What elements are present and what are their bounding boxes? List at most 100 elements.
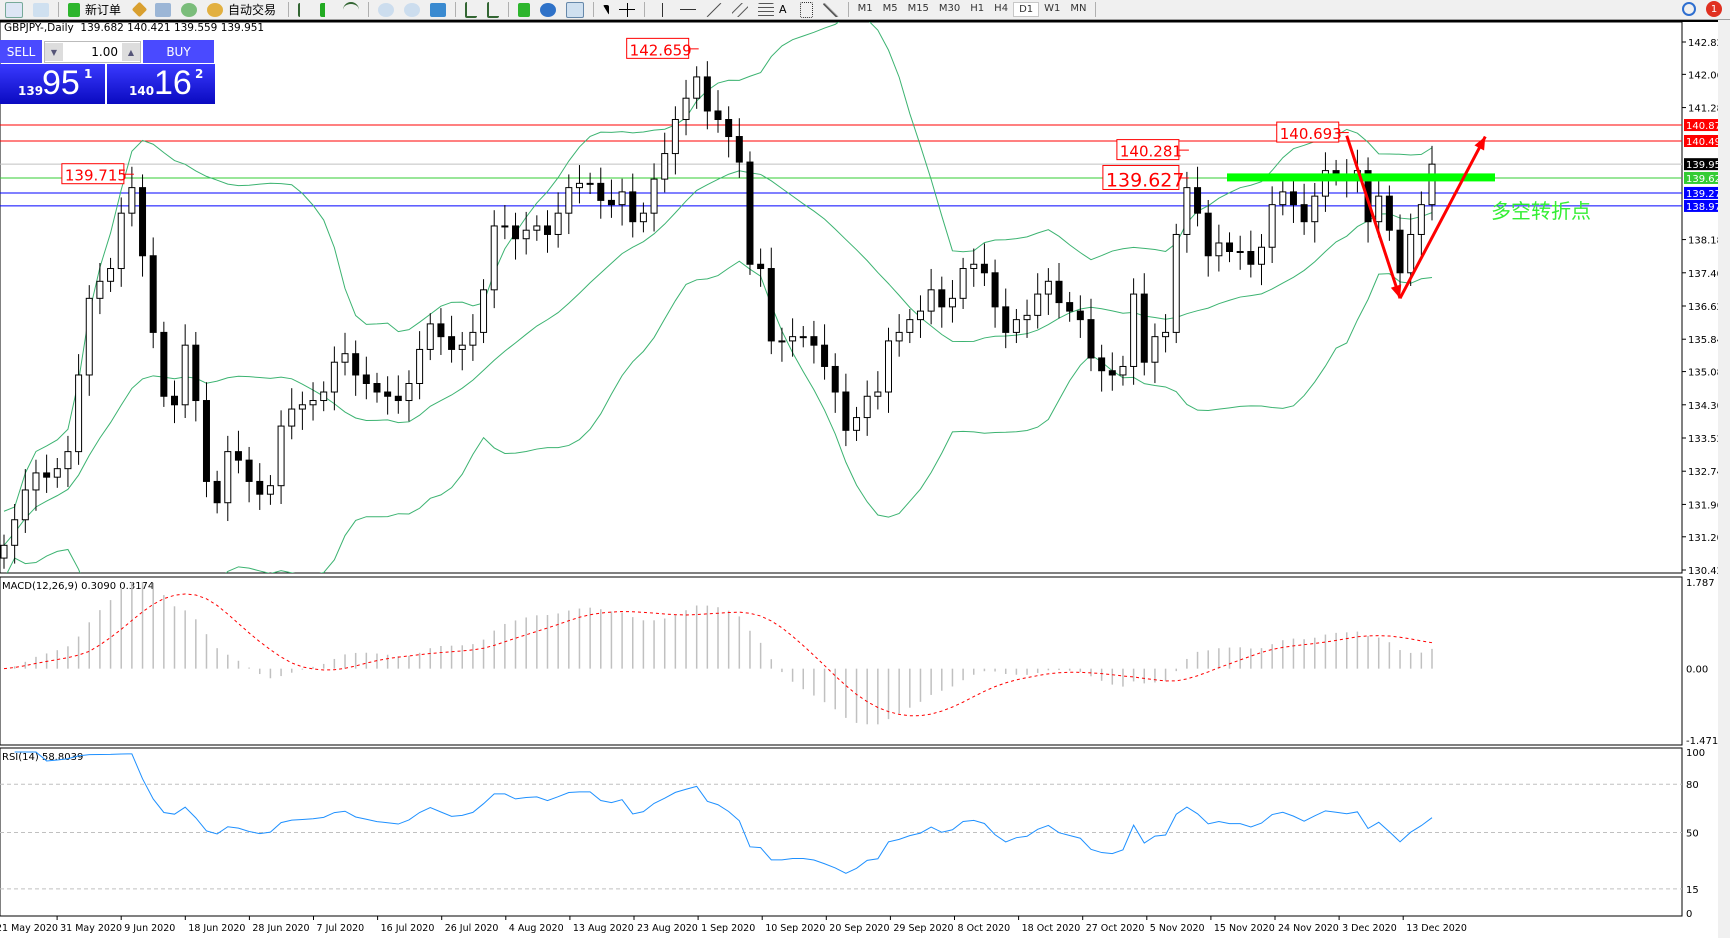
sell-button[interactable]: SELL — [0, 40, 42, 63]
candle-body — [554, 212, 562, 235]
zoom-out-icon[interactable] — [404, 2, 421, 17]
candle — [682, 79, 690, 136]
candle-body — [160, 331, 168, 397]
document-icon[interactable] — [5, 1, 23, 18]
candle-body — [789, 336, 797, 342]
periods-clock-icon[interactable] — [540, 2, 557, 17]
navigator-icon[interactable] — [155, 2, 172, 17]
crosshair-icon[interactable] — [619, 2, 636, 17]
new-order-icon[interactable] — [68, 2, 80, 17]
tile-windows-icon[interactable] — [430, 2, 447, 17]
text-tool-icon[interactable]: A — [779, 3, 787, 16]
trendline-icon[interactable] — [706, 2, 723, 17]
indicators-icon[interactable] — [518, 2, 531, 17]
candle-body — [725, 118, 733, 138]
timeframe-m1[interactable]: M1 — [857, 3, 873, 14]
date-axis-label: 7 Jul 2020 — [317, 923, 365, 934]
lot-decrease-button[interactable]: ▼ — [45, 43, 63, 61]
fibonacci-icon[interactable] — [758, 2, 775, 17]
text-label-icon[interactable] — [799, 1, 813, 18]
candle — [1226, 232, 1234, 263]
autoscroll-icon[interactable] — [465, 1, 478, 18]
candle — [0, 534, 8, 569]
candle — [970, 248, 978, 287]
candle-body — [522, 229, 530, 240]
sell-price[interactable]: 139 95 1 — [0, 64, 105, 104]
candle-body — [32, 472, 40, 491]
macd-signal-line — [3, 593, 1433, 717]
buy-price[interactable]: 140 16 2 — [107, 64, 215, 104]
candle-body — [437, 323, 445, 338]
candle — [980, 243, 988, 286]
auto-trading-icon[interactable] — [207, 2, 224, 17]
candle — [53, 458, 61, 488]
search-icon[interactable] — [1682, 2, 1696, 16]
date-axis-label: 8 Oct 2020 — [958, 923, 1011, 934]
timeframe-m5[interactable]: M5 — [882, 3, 898, 14]
candle-body — [1417, 204, 1425, 235]
candle-body — [916, 310, 924, 321]
candle — [1044, 268, 1052, 315]
timeframe-w1[interactable]: W1 — [1044, 3, 1061, 14]
price-label: 139.715 — [65, 167, 127, 185]
candle — [416, 331, 424, 400]
date-axis-label: 15 Nov 2020 — [1214, 923, 1275, 934]
line-chart-icon[interactable] — [343, 1, 360, 18]
candle-body — [895, 331, 903, 342]
date-axis-label: 24 Nov 2020 — [1278, 923, 1339, 934]
candle-body — [639, 212, 647, 223]
cursor-icon[interactable] — [603, 4, 610, 15]
candle — [1247, 230, 1255, 278]
new-order-button[interactable]: 新订单 — [85, 3, 122, 17]
zoom-window-icon[interactable] — [33, 2, 49, 17]
candle-body — [1076, 310, 1084, 321]
candle-body — [171, 395, 179, 406]
equidistant-channel-icon[interactable] — [732, 2, 749, 17]
candle-body — [181, 344, 189, 406]
candle-body — [799, 336, 807, 339]
timeframe-m30[interactable]: M30 — [938, 3, 961, 14]
timeframe-d1[interactable]: D1 — [1013, 2, 1040, 17]
timeframe-h1[interactable]: H1 — [970, 3, 985, 14]
candle-body — [1151, 336, 1159, 363]
price-axis-label: 141.280 — [1688, 104, 1729, 115]
auto-trading-button[interactable]: 自动交易 — [228, 3, 277, 17]
chart-shift-icon[interactable] — [487, 1, 500, 18]
vertical-line-icon[interactable] — [654, 2, 671, 17]
candle — [192, 331, 200, 422]
candle — [352, 340, 360, 396]
candle-body — [1226, 242, 1234, 252]
candle — [948, 280, 956, 323]
candlestick-icon[interactable] — [320, 2, 333, 17]
bar-chart-icon[interactable] — [298, 2, 310, 17]
candle-body — [1300, 204, 1308, 223]
rsi-axis-label: 100 — [1686, 748, 1705, 759]
candle-body — [853, 417, 861, 431]
buy-button[interactable]: BUY — [143, 40, 214, 63]
candle — [778, 327, 786, 362]
timeframe-m15[interactable]: M15 — [907, 3, 929, 14]
candle-body — [948, 297, 956, 308]
candle-body — [938, 289, 946, 308]
lot-increase-button[interactable]: ▲ — [122, 43, 140, 61]
candle-body — [1247, 250, 1255, 265]
candle — [1076, 295, 1084, 338]
zoom-in-icon[interactable] — [378, 2, 395, 17]
lot-size-input[interactable]: 1.00 — [91, 45, 118, 59]
timeframe-mn[interactable]: MN — [1070, 3, 1087, 14]
timeframe-h4[interactable]: H4 — [994, 3, 1009, 14]
candle — [64, 435, 72, 487]
price-label: 140.693 — [1280, 125, 1342, 143]
candle-body — [1130, 293, 1138, 367]
candle-body — [245, 459, 253, 482]
templates-icon[interactable] — [566, 1, 585, 18]
candle-body — [959, 268, 967, 299]
horizontal-line-icon[interactable] — [680, 2, 697, 17]
arrows-icon[interactable] — [822, 2, 839, 17]
notifications-badge[interactable]: 1 — [1706, 1, 1722, 17]
candle-body — [703, 76, 711, 112]
signal-icon[interactable] — [181, 2, 198, 17]
candle — [426, 313, 434, 361]
candle — [874, 371, 882, 410]
